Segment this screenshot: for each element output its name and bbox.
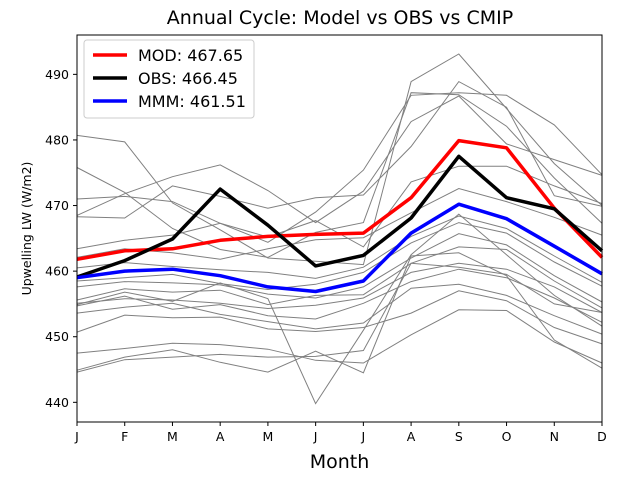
y-tick-label: 450 [45, 329, 69, 344]
chart-title: Annual Cycle: Model vs OBS vs CMIP [167, 7, 513, 29]
y-tick-label: 490 [45, 67, 69, 82]
x-tick-label: N [550, 429, 559, 444]
cmip-member-line-10 [76, 233, 603, 303]
series-lines [76, 138, 604, 294]
y-tick-label: 470 [45, 198, 69, 213]
y-axis: 440 450 460 470 480 490 [45, 67, 77, 410]
x-tick-label: A [407, 429, 416, 444]
cmip-member-line-2 [76, 92, 603, 258]
series-line-mod [76, 138, 604, 262]
cmip-member-line-19 [76, 213, 603, 405]
y-tick-label: 480 [45, 132, 69, 147]
cmip-member-line-1 [76, 53, 603, 266]
cmip-member-line-7 [76, 187, 603, 260]
series-line-mmm [76, 202, 603, 294]
cmip-member-line-9 [76, 222, 603, 291]
legend-box [83, 39, 255, 119]
legend-label-mod: MOD: 467.65 [138, 46, 243, 65]
x-tick-label: M [263, 429, 274, 444]
x-tick-label: D [597, 429, 607, 444]
legend-label-obs: OBS: 466.45 [138, 69, 238, 88]
cmip-member-line-13 [76, 268, 603, 323]
x-tick-label: J [74, 429, 79, 444]
cmip-member-line-11 [76, 246, 603, 309]
x-tick-label: O [502, 429, 512, 444]
x-tick-label: J [313, 429, 318, 444]
cmip-member-line-3 [76, 92, 603, 243]
plot-area [76, 34, 604, 423]
cmip-member-line-8 [76, 215, 603, 283]
cmip-ensemble-lines [76, 53, 603, 405]
legend-label-mmm: MMM: 461.51 [138, 92, 246, 111]
cmip-member-line-5 [76, 80, 603, 219]
x-tick-label: F [121, 429, 128, 444]
cmip-member-line-14 [76, 283, 603, 335]
y-axis-label: Upwelling LW (W/m2) [19, 162, 34, 296]
series-line-obs [76, 154, 604, 279]
x-axis-label: Month [310, 451, 370, 473]
x-tick-label: J [361, 429, 366, 444]
x-tick-label: M [167, 429, 178, 444]
x-tick-label: A [216, 429, 225, 444]
cmip-member-line-18 [76, 252, 603, 374]
cmip-member-line-4 [76, 95, 603, 224]
y-tick-label: 440 [45, 395, 69, 410]
cmip-member-line-17 [76, 262, 603, 373]
x-tick-label: S [455, 429, 463, 444]
y-tick-label: 460 [45, 264, 69, 279]
plot-frame [76, 34, 603, 423]
cmip-member-line-15 [76, 290, 603, 345]
legend[interactable]: MOD: 467.65 OBS: 466.45 MMM: 461.51 [83, 39, 255, 119]
